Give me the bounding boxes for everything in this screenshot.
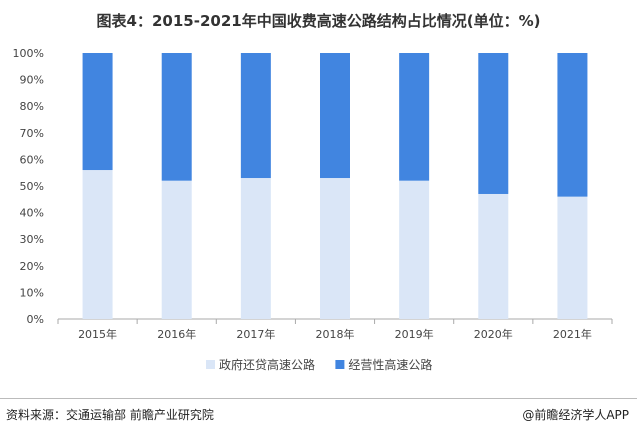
bar-segment-commercial (82, 53, 113, 171)
x-tick-label: 2017年 (236, 327, 275, 341)
y-tick-label: 100% (13, 47, 44, 60)
bar-segment-commercial (320, 53, 350, 179)
y-tick-label: 10% (20, 286, 44, 299)
stacked-bar-chart: 0% 10% 20% 30% 40% 50% 60% 70% 80% 90% 100% 2015年 20… (13, 47, 613, 372)
bar-segment-government (399, 180, 430, 319)
y-tick-label: 20% (20, 260, 44, 273)
bar-segment-government (161, 180, 192, 319)
y-tick-label: 70% (20, 127, 44, 140)
y-tick-label: 40% (20, 207, 44, 220)
x-tick-label: 2019年 (395, 327, 434, 341)
bar-segment-government (320, 178, 350, 319)
legend-swatch (335, 360, 345, 369)
bar-segment-commercial (557, 53, 588, 197)
legend-swatch (206, 360, 215, 369)
x-tick-label: 2016年 (157, 327, 196, 341)
bar-segment-government (557, 196, 588, 319)
footer-divider (0, 398, 637, 399)
y-tick-label: 60% (20, 153, 44, 166)
y-tick-label: 0% (27, 313, 44, 326)
bar-segment-government (240, 178, 271, 319)
bar-segment-government (82, 170, 113, 319)
y-tick-label: 50% (20, 180, 44, 193)
bar-segment-commercial (478, 53, 509, 194)
bar-segment-commercial (240, 53, 271, 179)
brand-label: @前瞻经济学人APP (522, 408, 629, 422)
y-tick-label: 30% (20, 233, 44, 246)
chart-title: 图表4：2015-2021年中国收费高速公路结构占比情况(单位：%) (96, 12, 541, 30)
bar-segment-commercial (399, 53, 430, 181)
legend-label: 政府还贷高速公路 (219, 357, 315, 372)
x-tick-label: 2015年 (78, 327, 117, 341)
source-note: 资料来源：交通运输部 前瞻产业研究院 (6, 408, 214, 422)
bar-segment-commercial (161, 53, 192, 181)
y-tick-label: 90% (20, 74, 44, 87)
x-tick-label: 2018年 (316, 327, 355, 341)
bar-segment-government (478, 193, 509, 319)
x-tick-label: 2020年 (474, 327, 513, 341)
x-tick-label: 2021年 (553, 327, 592, 341)
legend-label: 经营性高速公路 (348, 357, 432, 372)
y-tick-label: 80% (20, 100, 44, 113)
